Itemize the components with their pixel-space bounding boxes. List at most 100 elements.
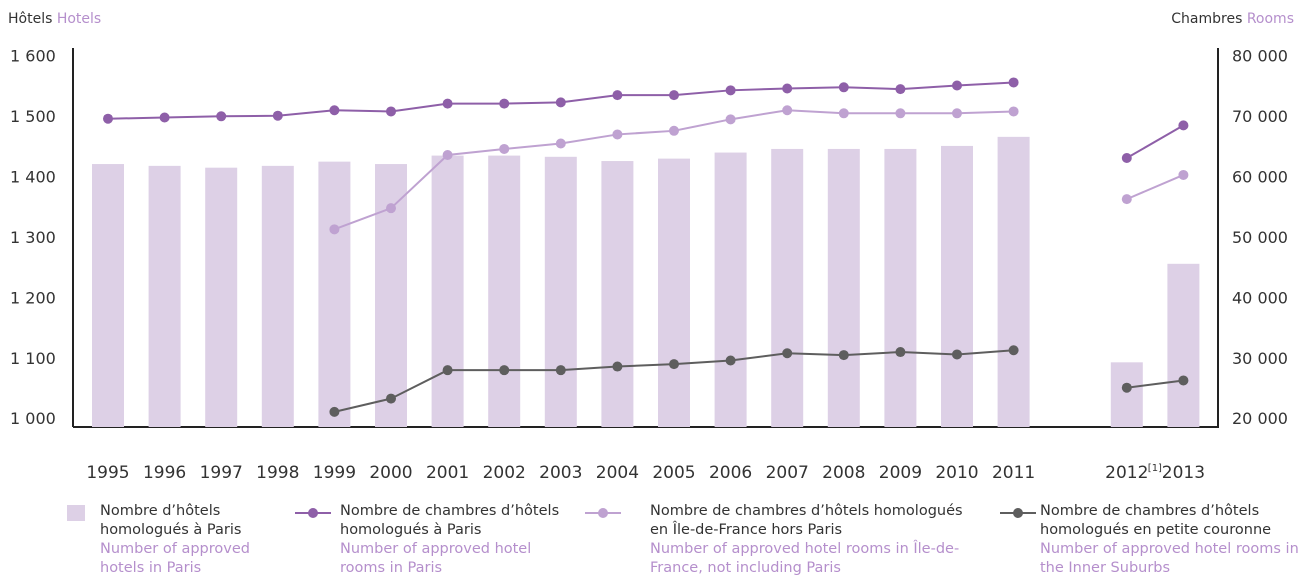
y-tick-label: 1 200 <box>10 288 56 307</box>
legend-dot <box>598 508 608 518</box>
bar <box>997 136 1030 428</box>
point <box>1178 120 1189 131</box>
point <box>272 110 283 121</box>
y-label-en: Hotels <box>57 11 101 27</box>
x-tick-label: 2009 <box>879 463 922 483</box>
point <box>838 82 849 93</box>
point <box>555 138 566 149</box>
legend-label: Nombre de chambres d’hôtels homologués à… <box>340 503 560 538</box>
y2-tick-label: 30 000 <box>1232 349 1288 368</box>
y2-tick-label: 60 000 <box>1232 167 1288 186</box>
x-tick-label: 2008 <box>822 463 865 483</box>
point <box>1121 153 1132 164</box>
y-tick-label: 1 400 <box>10 167 56 186</box>
point <box>1178 169 1189 180</box>
y2-label-fr: Chambres <box>1171 11 1242 27</box>
point <box>103 113 113 124</box>
point <box>782 83 793 94</box>
x-tick-label: 2005 <box>652 463 695 483</box>
x-tick-label: 2001 <box>426 463 469 483</box>
x-tick-label: 2013 <box>1162 463 1205 483</box>
bar <box>92 164 124 427</box>
point <box>499 98 510 109</box>
point <box>1178 375 1189 386</box>
bar <box>205 167 238 427</box>
x-tick-label: 1995 <box>86 463 129 483</box>
legend-swatch <box>67 505 85 521</box>
legend-entry: Nombre de chambres d’hôtels homologués à… <box>340 502 575 578</box>
point <box>329 105 340 116</box>
bar <box>827 148 860 427</box>
point <box>782 105 793 116</box>
x-tick-label: 1996 <box>143 463 186 483</box>
bar <box>318 161 351 427</box>
bar <box>1167 263 1200 427</box>
point <box>442 98 453 109</box>
point <box>386 203 396 214</box>
point <box>216 111 227 122</box>
point <box>442 365 453 376</box>
point <box>499 143 510 154</box>
point <box>895 108 906 119</box>
point <box>612 90 623 101</box>
x-tick-label: 2004 <box>596 463 639 483</box>
legend-swatch <box>1000 508 1036 518</box>
bar <box>884 148 917 427</box>
bar <box>261 165 294 427</box>
y-tick-label: 1 100 <box>10 349 56 368</box>
bar <box>601 161 634 427</box>
point <box>386 106 396 117</box>
y-tick-label: 1 300 <box>10 228 56 247</box>
point <box>952 349 962 360</box>
legend-entry: Nombre de chambres d’hôtels homologués e… <box>1040 502 1300 578</box>
point <box>1008 345 1019 356</box>
point <box>555 365 566 376</box>
y2-tick-label: 20 000 <box>1232 409 1288 428</box>
point <box>1008 106 1019 117</box>
point <box>669 359 679 370</box>
y-tick-label: 1 500 <box>10 107 56 126</box>
point <box>329 224 340 235</box>
bar <box>714 152 747 427</box>
chart: Hôtels Hotels Chambres Rooms 1 000 1 100 1… <box>8 11 1294 483</box>
point <box>895 84 906 95</box>
point <box>782 348 793 359</box>
point <box>725 114 736 125</box>
bar <box>544 156 577 427</box>
bar <box>1110 362 1143 427</box>
legend-label-en: Number of approved hotels in Paris <box>100 541 250 576</box>
point <box>725 85 736 96</box>
y-tick-label: 1 000 <box>10 409 56 428</box>
x-tick-label: 1999 <box>313 463 356 483</box>
point <box>838 108 849 119</box>
bar <box>488 155 521 427</box>
legend-entry: Nombre de chambres d’hôtels homologués e… <box>650 502 985 578</box>
point <box>669 90 679 101</box>
point <box>725 355 736 366</box>
legend-swatch <box>295 508 331 518</box>
x-tick-label: 1998 <box>256 463 299 483</box>
point <box>895 347 906 358</box>
point <box>952 80 962 91</box>
x-tick-label: 2012 <box>1105 463 1148 483</box>
point <box>1121 194 1132 205</box>
x-tick-label: 2007 <box>766 463 809 483</box>
y2-axis-label: Chambres Rooms <box>1171 11 1294 27</box>
point <box>442 149 453 160</box>
y2-tick-label: 70 000 <box>1232 107 1288 126</box>
point <box>159 112 170 123</box>
y-tick-label: 1 600 <box>10 47 56 66</box>
y2-label-en: Rooms <box>1247 11 1294 27</box>
y-label-fr: Hôtels <box>8 11 52 27</box>
x-tick-label: 1997 <box>200 463 243 483</box>
x-tick-label: 2003 <box>539 463 582 483</box>
y2-tick-label: 80 000 <box>1232 47 1288 66</box>
point <box>499 365 510 376</box>
x-tick-label: 2002 <box>483 463 526 483</box>
x-tick-label: 2011 <box>992 463 1035 483</box>
y-axis-label: Hôtels Hotels <box>8 11 101 27</box>
legend-label-en: Number of approved hotel rooms in the In… <box>1040 541 1299 576</box>
x-tick-label: 2000 <box>369 463 412 483</box>
legend-dot <box>1013 508 1023 518</box>
